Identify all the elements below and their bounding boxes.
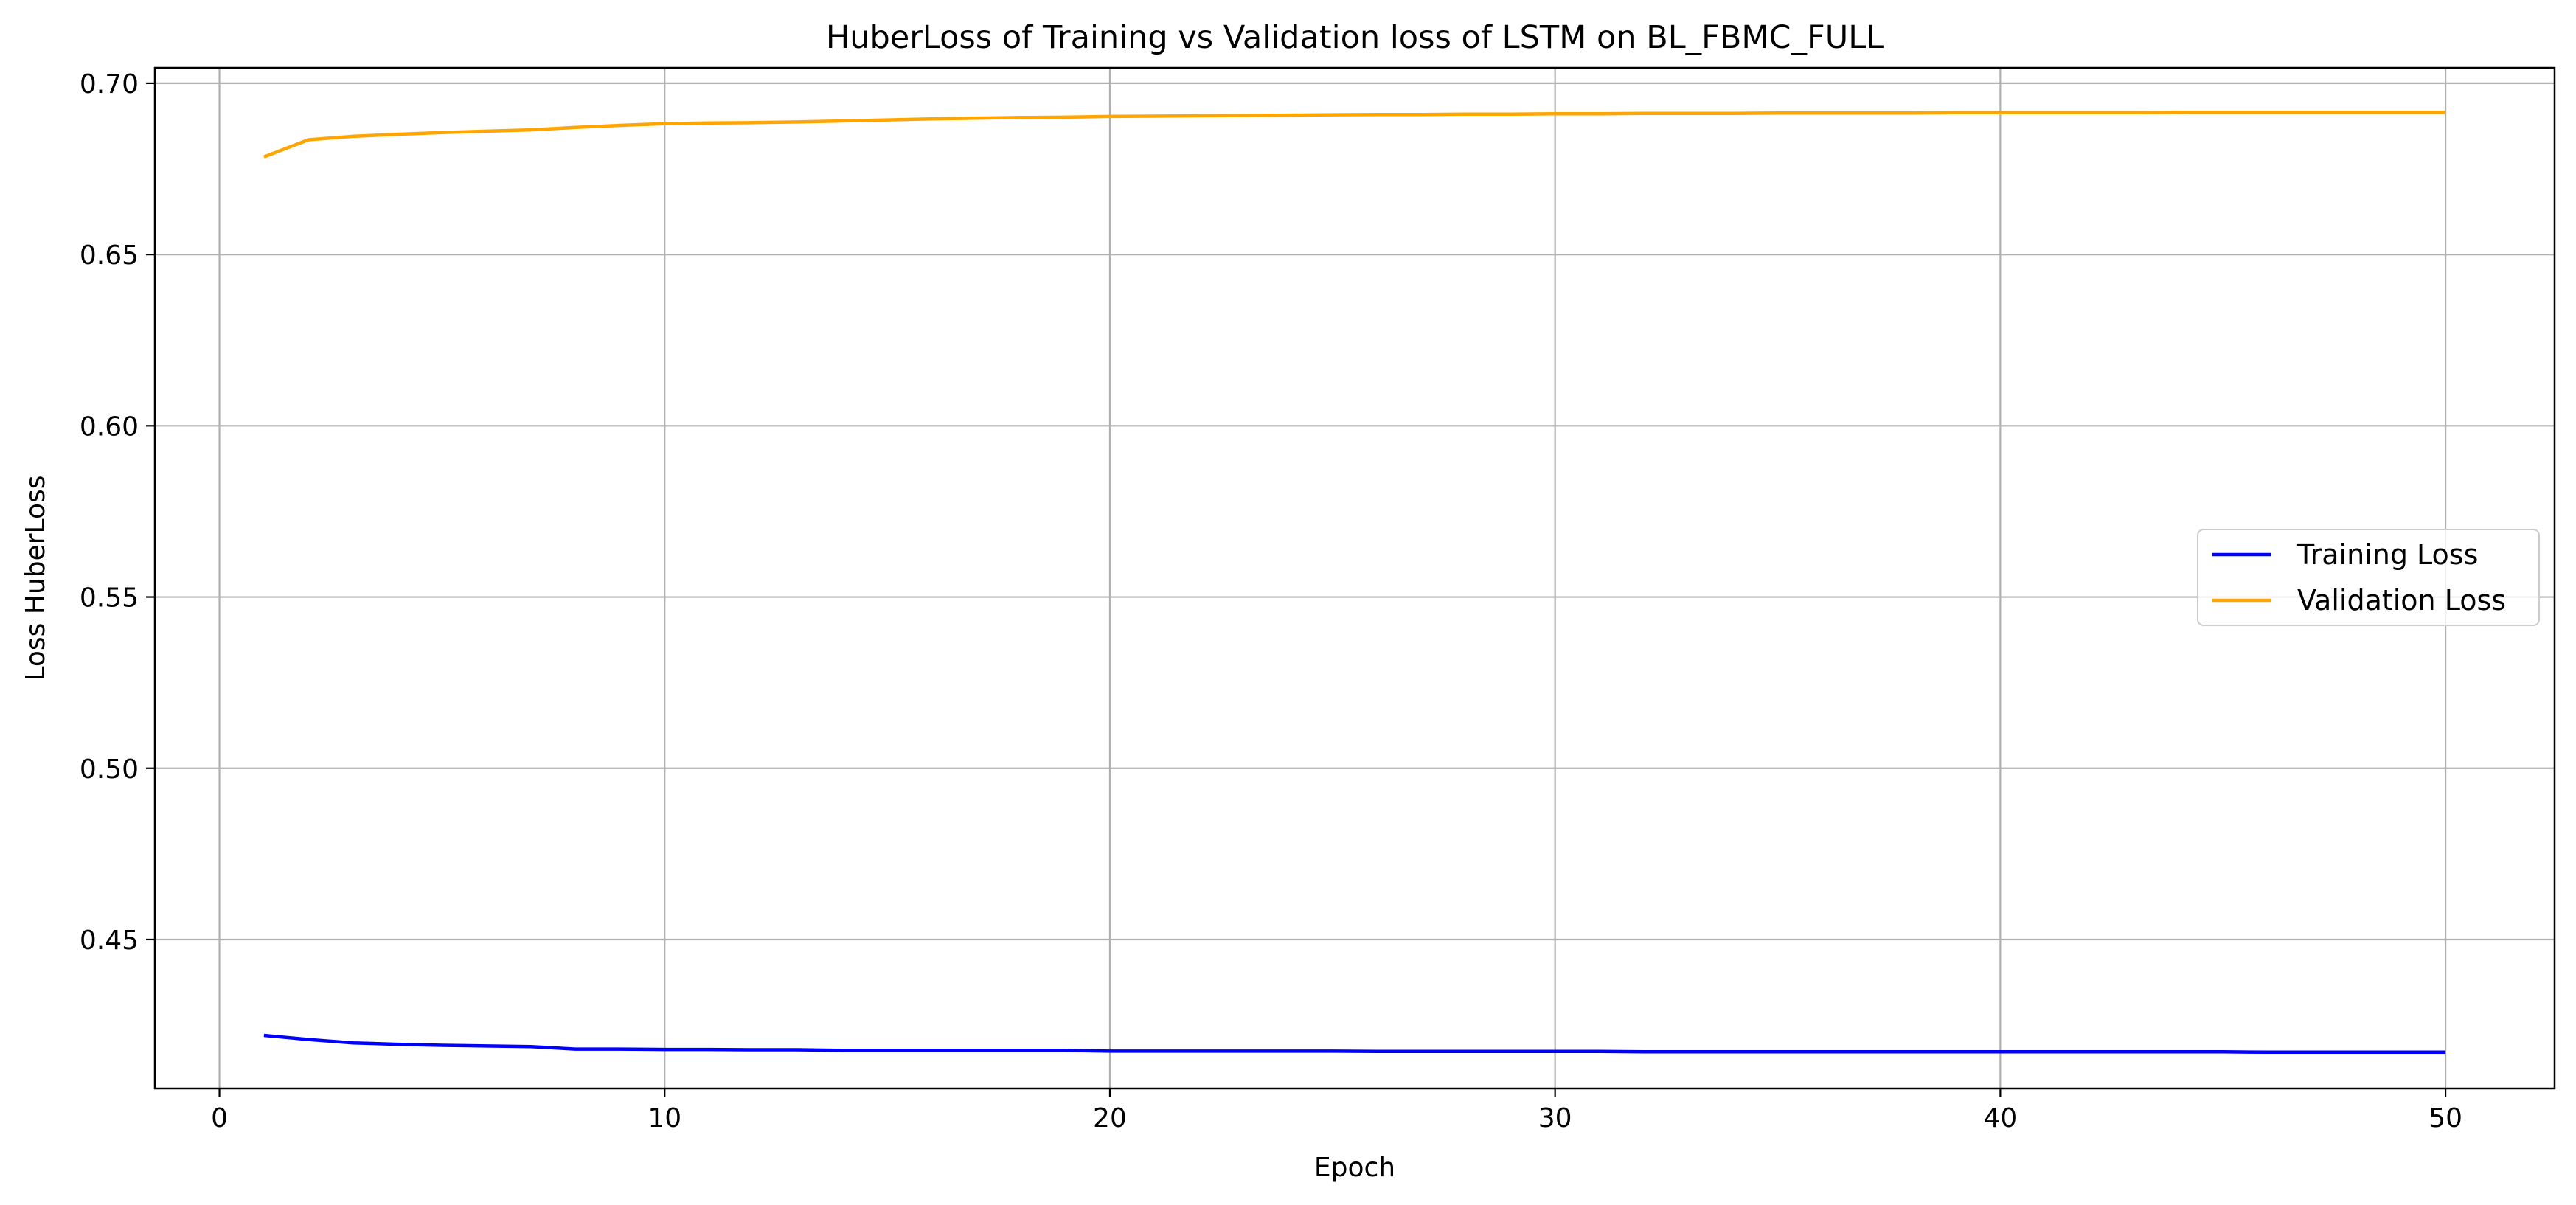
training-loss-line [263, 1033, 2446, 1055]
validation-loss-line [263, 111, 2446, 159]
series-group [263, 111, 2446, 1055]
y-tick-label: 0.45 [80, 926, 139, 956]
chart-title: HuberLoss of Training vs Validation loss… [826, 19, 1884, 56]
legend-box [2197, 529, 2540, 626]
x-tick-label: 40 [1983, 1103, 2017, 1133]
plot-frame [153, 66, 2556, 1090]
legend-label-validation-loss: Validation Loss [2297, 584, 2506, 617]
y-tick-label: 0.70 [80, 69, 139, 100]
x-tick-label: 30 [1538, 1103, 1572, 1133]
y-axis: 0.45 0.50 0.55 0.60 0.65 0.70 [80, 69, 155, 956]
y-tick-label: 0.50 [80, 754, 139, 785]
x-tick-label: 0 [211, 1103, 228, 1133]
x-tick-label: 20 [1093, 1103, 1127, 1133]
x-axis: 0 10 20 30 40 50 [211, 1088, 2462, 1133]
y-tick-label: 0.55 [80, 583, 139, 614]
y-tick-label: 0.60 [80, 411, 139, 442]
x-axis-label: Epoch [1314, 1153, 1395, 1183]
x-tick-label: 10 [648, 1103, 681, 1133]
x-tick-label: 50 [2429, 1103, 2462, 1133]
legend-label-training-loss: Training Loss [2296, 538, 2478, 571]
y-axis-label: Loss HuberLoss [21, 475, 51, 681]
y-tick-label: 0.65 [80, 240, 139, 271]
legend: Training Loss Validation Loss [2197, 529, 2540, 626]
